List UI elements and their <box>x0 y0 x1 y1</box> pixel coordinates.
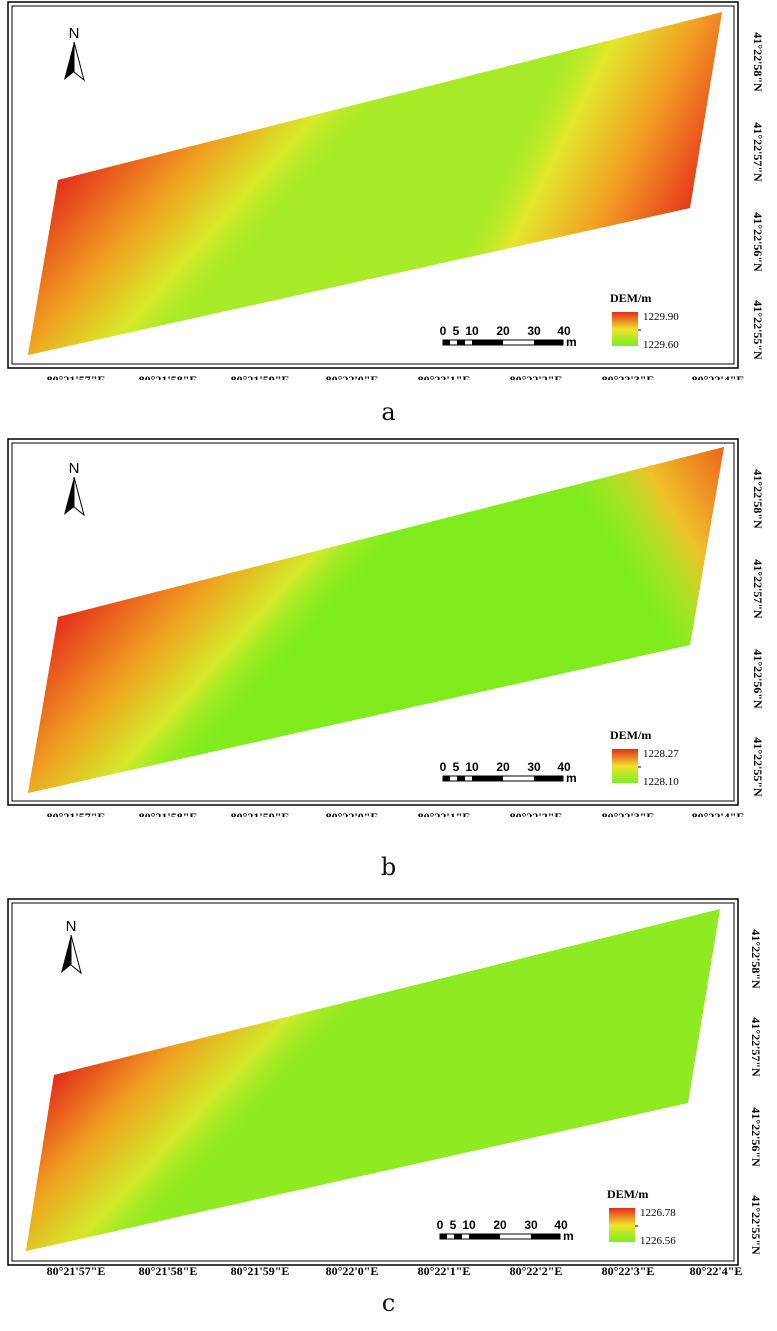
svg-text:80°22'3"E: 80°22'3"E <box>602 373 655 380</box>
svg-text:41°22'57"N: 41°22'57"N <box>751 559 765 619</box>
latitude-labels: 41°22'58"N 41°22'57"N 41°22'56"N 41°22'5… <box>751 32 765 360</box>
svg-text:10: 10 <box>462 1218 476 1232</box>
north-arrow-icon: N <box>61 918 82 975</box>
svg-text:80°22'4"E: 80°22'4"E <box>690 1264 743 1277</box>
svg-text:5: 5 <box>453 324 460 338</box>
svg-text:30: 30 <box>527 760 541 774</box>
svg-text:41°22'58"N: 41°22'58"N <box>751 32 765 92</box>
panel-caption-b: b <box>380 853 397 881</box>
latitude-labels: 41°22'58"N 41°22'57"N 41°22'56"N 41°22'5… <box>751 469 765 797</box>
legend: DEM/m 1226.78 1226.56 <box>607 1187 676 1247</box>
svg-text:80°21'59"E: 80°21'59"E <box>231 373 290 380</box>
svg-text:1228.27: 1228.27 <box>643 748 679 760</box>
svg-text:1226.56: 1226.56 <box>640 1235 676 1247</box>
svg-text:80°22'3"E: 80°22'3"E <box>602 810 655 817</box>
svg-text:5: 5 <box>450 1218 457 1232</box>
svg-text:80°22'4"E: 80°22'4"E <box>692 373 745 380</box>
map-panel-c: N 0 5 10 20 30 40 m DEM/m <box>0 897 777 1331</box>
north-arrow-icon: N <box>64 460 85 517</box>
svg-text:m: m <box>563 1229 574 1243</box>
svg-text:0: 0 <box>440 760 447 774</box>
svg-text:41°22'56"N: 41°22'56"N <box>751 212 765 272</box>
svg-text:m: m <box>566 771 577 785</box>
svg-text:N: N <box>69 460 80 477</box>
scale-bar: 0 5 10 20 30 40 m <box>437 1218 574 1243</box>
svg-text:41°22'56"N: 41°22'56"N <box>749 1107 763 1167</box>
north-arrow-icon: N <box>64 25 85 82</box>
legend: DEM/m 1228.27 1228.10 <box>610 728 679 788</box>
svg-text:1229.90: 1229.90 <box>643 311 679 323</box>
svg-text:0: 0 <box>437 1218 444 1232</box>
svg-text:40: 40 <box>557 324 571 338</box>
svg-text:DEM/m: DEM/m <box>610 291 651 305</box>
svg-text:80°22'2"E: 80°22'2"E <box>510 1264 563 1277</box>
svg-text:40: 40 <box>557 760 571 774</box>
scale-bar: 0 5 10 20 30 40 m <box>440 760 577 785</box>
svg-text:20: 20 <box>493 1218 507 1232</box>
svg-text:80°21'57"E: 80°21'57"E <box>47 373 106 380</box>
svg-text:30: 30 <box>524 1218 538 1232</box>
panel-caption-a: a <box>381 398 396 426</box>
svg-text:41°22'56"N: 41°22'56"N <box>751 649 765 709</box>
svg-text:41°22'55"N: 41°22'55"N <box>751 737 765 797</box>
svg-text:5: 5 <box>453 760 460 774</box>
svg-text:80°22'2"E: 80°22'2"E <box>510 373 563 380</box>
svg-text:80°22'0"E: 80°22'0"E <box>326 373 379 380</box>
svg-text:41°22'58"N: 41°22'58"N <box>751 469 765 529</box>
svg-text:1229.60: 1229.60 <box>643 339 679 351</box>
svg-text:80°21'57"E: 80°21'57"E <box>47 810 106 817</box>
svg-text:80°22'1"E: 80°22'1"E <box>418 373 471 380</box>
svg-text:80°22'4"E: 80°22'4"E <box>692 810 745 817</box>
svg-text:1226.78: 1226.78 <box>640 1207 676 1219</box>
svg-text:1228.10: 1228.10 <box>643 776 679 788</box>
svg-text:80°21'57"E: 80°21'57"E <box>47 1264 106 1277</box>
svg-text:41°22'55"N: 41°22'55"N <box>749 1195 763 1255</box>
svg-text:80°21'58"E: 80°21'58"E <box>139 1264 198 1277</box>
map-frame: N 0 5 10 20 30 40 m DEM/m <box>7 898 763 1277</box>
panel-caption-c: c <box>381 1289 396 1317</box>
svg-text:m: m <box>566 335 577 349</box>
svg-text:41°22'58"N: 41°22'58"N <box>749 929 763 989</box>
svg-text:30: 30 <box>527 324 541 338</box>
svg-text:80°22'0"E: 80°22'0"E <box>326 810 379 817</box>
svg-text:41°22'57"N: 41°22'57"N <box>749 1017 763 1077</box>
svg-text:80°22'1"E: 80°22'1"E <box>418 810 471 817</box>
svg-text:41°22'57"N: 41°22'57"N <box>751 122 765 182</box>
svg-text:80°22'3"E: 80°22'3"E <box>602 1264 655 1277</box>
scale-bar: 0 5 10 20 30 40 m <box>440 324 577 349</box>
svg-text:N: N <box>69 25 80 42</box>
svg-text:80°21'58"E: 80°21'58"E <box>139 810 198 817</box>
legend: DEM/m 1229.90 1229.60 <box>610 291 679 351</box>
longitude-labels: 80°21'57"E 80°21'58"E 80°21'59"E 80°22'0… <box>47 1264 743 1277</box>
svg-text:80°22'1"E: 80°22'1"E <box>418 1264 471 1277</box>
latitude-labels: 41°22'58"N 41°22'57"N 41°22'56"N 41°22'5… <box>749 929 763 1255</box>
svg-text:DEM/m: DEM/m <box>607 1187 648 1201</box>
svg-text:41°22'55"N: 41°22'55"N <box>751 300 765 360</box>
longitude-labels: 80°21'57"E 80°21'58"E 80°21'59"E 80°22'0… <box>47 810 745 817</box>
map-panel-a: N 0 5 10 20 30 40 m DEM/m <box>0 0 777 435</box>
map-frame: N 0 5 10 20 30 40 m DEM/m <box>7 1 765 380</box>
svg-text:N: N <box>66 918 77 935</box>
svg-text:40: 40 <box>554 1218 568 1232</box>
svg-text:20: 20 <box>496 760 510 774</box>
longitude-labels: 80°21'57"E 80°21'58"E 80°21'59"E 80°22'0… <box>47 373 745 380</box>
svg-text:10: 10 <box>465 324 479 338</box>
svg-text:20: 20 <box>496 324 510 338</box>
svg-text:80°21'59"E: 80°21'59"E <box>231 1264 290 1277</box>
svg-text:80°21'58"E: 80°21'58"E <box>139 373 198 380</box>
map-panel-b: N 0 5 10 20 30 40 m DEM/m <box>0 437 777 882</box>
svg-text:DEM/m: DEM/m <box>610 728 651 742</box>
svg-text:0: 0 <box>440 324 447 338</box>
svg-text:80°22'0"E: 80°22'0"E <box>326 1264 379 1277</box>
svg-text:80°22'2"E: 80°22'2"E <box>510 810 563 817</box>
map-frame: N 0 5 10 20 30 40 m DEM/m <box>7 438 765 817</box>
svg-text:80°21'59"E: 80°21'59"E <box>231 810 290 817</box>
svg-text:10: 10 <box>465 760 479 774</box>
